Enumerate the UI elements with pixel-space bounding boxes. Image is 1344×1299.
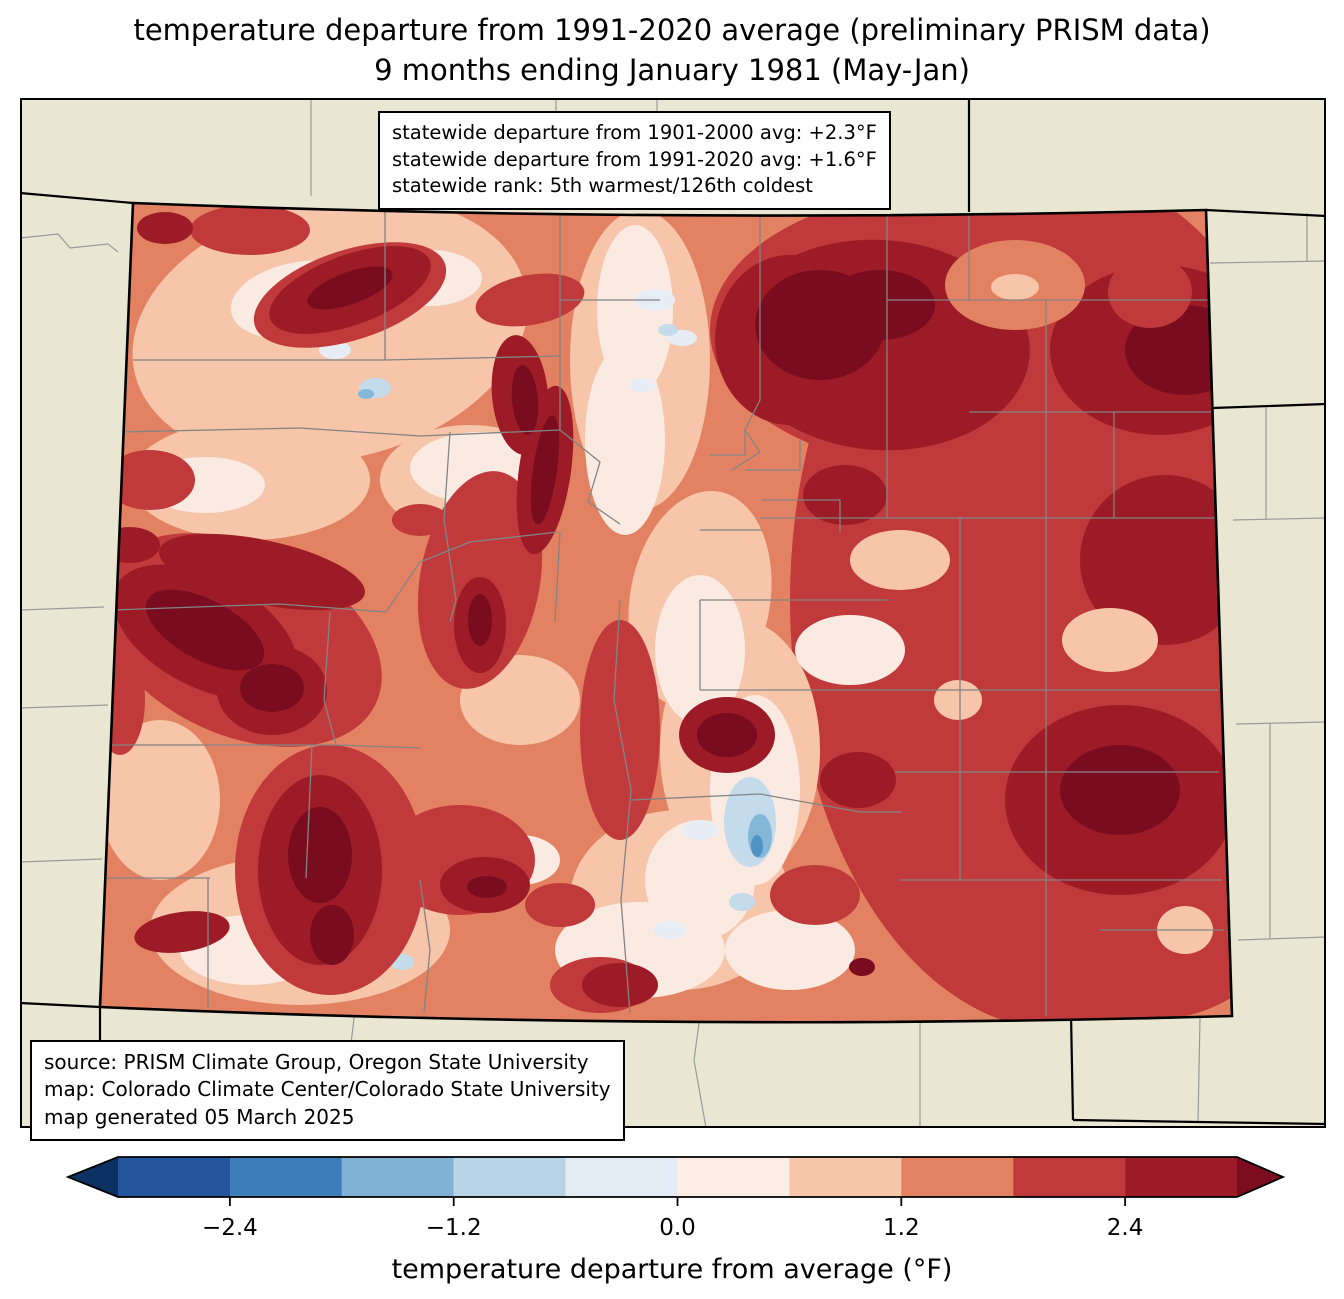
colorbar-segment xyxy=(901,1157,1014,1197)
tick-label: 0.0 xyxy=(659,1215,696,1241)
colorbar-tick-labels: −2.4 −1.2 0.0 1.2 2.4 xyxy=(202,1215,1143,1241)
colorbar-over-arrow xyxy=(1237,1157,1283,1197)
colorbar-segment xyxy=(677,1157,790,1197)
colorado-state-border xyxy=(98,201,1234,1024)
colorbar-axis-label: temperature departure from average (°F) xyxy=(392,1254,953,1285)
tick-label: 1.2 xyxy=(883,1215,920,1241)
stats-line-2: statewide departure from 1991-2020 avg: … xyxy=(392,147,877,171)
statewide-stats-box: statewide departure from 1901-2000 avg: … xyxy=(378,111,891,211)
source-line-3: map generated 05 March 2025 xyxy=(44,1104,355,1129)
colorbar-segment xyxy=(1013,1157,1126,1197)
colorbar-tick-marks xyxy=(228,1197,1126,1206)
county-boundaries xyxy=(104,207,1224,1016)
source-line-1: source: PRISM Climate Group, Oregon Stat… xyxy=(44,1050,589,1074)
colorado-temperature-map xyxy=(20,98,1326,1128)
temperature-field xyxy=(100,203,1232,1023)
colorbar-segment xyxy=(1125,1157,1238,1197)
temperature-colorbar: −2.4 −1.2 0.0 1.2 2.4 temperature depart… xyxy=(65,1156,1286,1285)
source-line-2: map: Colorado Climate Center/Colorado St… xyxy=(44,1077,611,1102)
page-title: temperature departure from 1991-2020 ave… xyxy=(0,10,1344,90)
plains-light-patches xyxy=(934,240,1213,954)
colorbar-segment xyxy=(453,1157,566,1197)
colorbar-segment xyxy=(565,1157,678,1197)
colorbar-under-arrow xyxy=(68,1157,118,1197)
colorbar-segments xyxy=(118,1157,1238,1197)
colorbar-segment xyxy=(789,1157,902,1197)
stats-line-3: statewide rank: 5th warmest/126th coldes… xyxy=(392,174,813,198)
tick-label: 2.4 xyxy=(1107,1215,1144,1241)
neighbor-state-borders xyxy=(20,98,1326,1128)
map-frame xyxy=(20,98,1326,1128)
colorbar-outline xyxy=(65,1156,1286,1198)
source-attribution-box: source: PRISM Climate Group, Oregon Stat… xyxy=(30,1040,625,1142)
colorbar-segment xyxy=(118,1157,230,1197)
tick-label: −1.2 xyxy=(426,1215,482,1241)
title-line-2: 9 months ending January 1981 (May-Jan) xyxy=(374,53,970,88)
stats-line-1: statewide departure from 1901-2000 avg: … xyxy=(392,121,877,144)
title-line-1: temperature departure from 1991-2020 ave… xyxy=(133,13,1211,47)
colorbar-segment xyxy=(229,1157,342,1197)
colorbar-segment xyxy=(341,1157,454,1197)
tick-label: −2.4 xyxy=(202,1215,258,1241)
